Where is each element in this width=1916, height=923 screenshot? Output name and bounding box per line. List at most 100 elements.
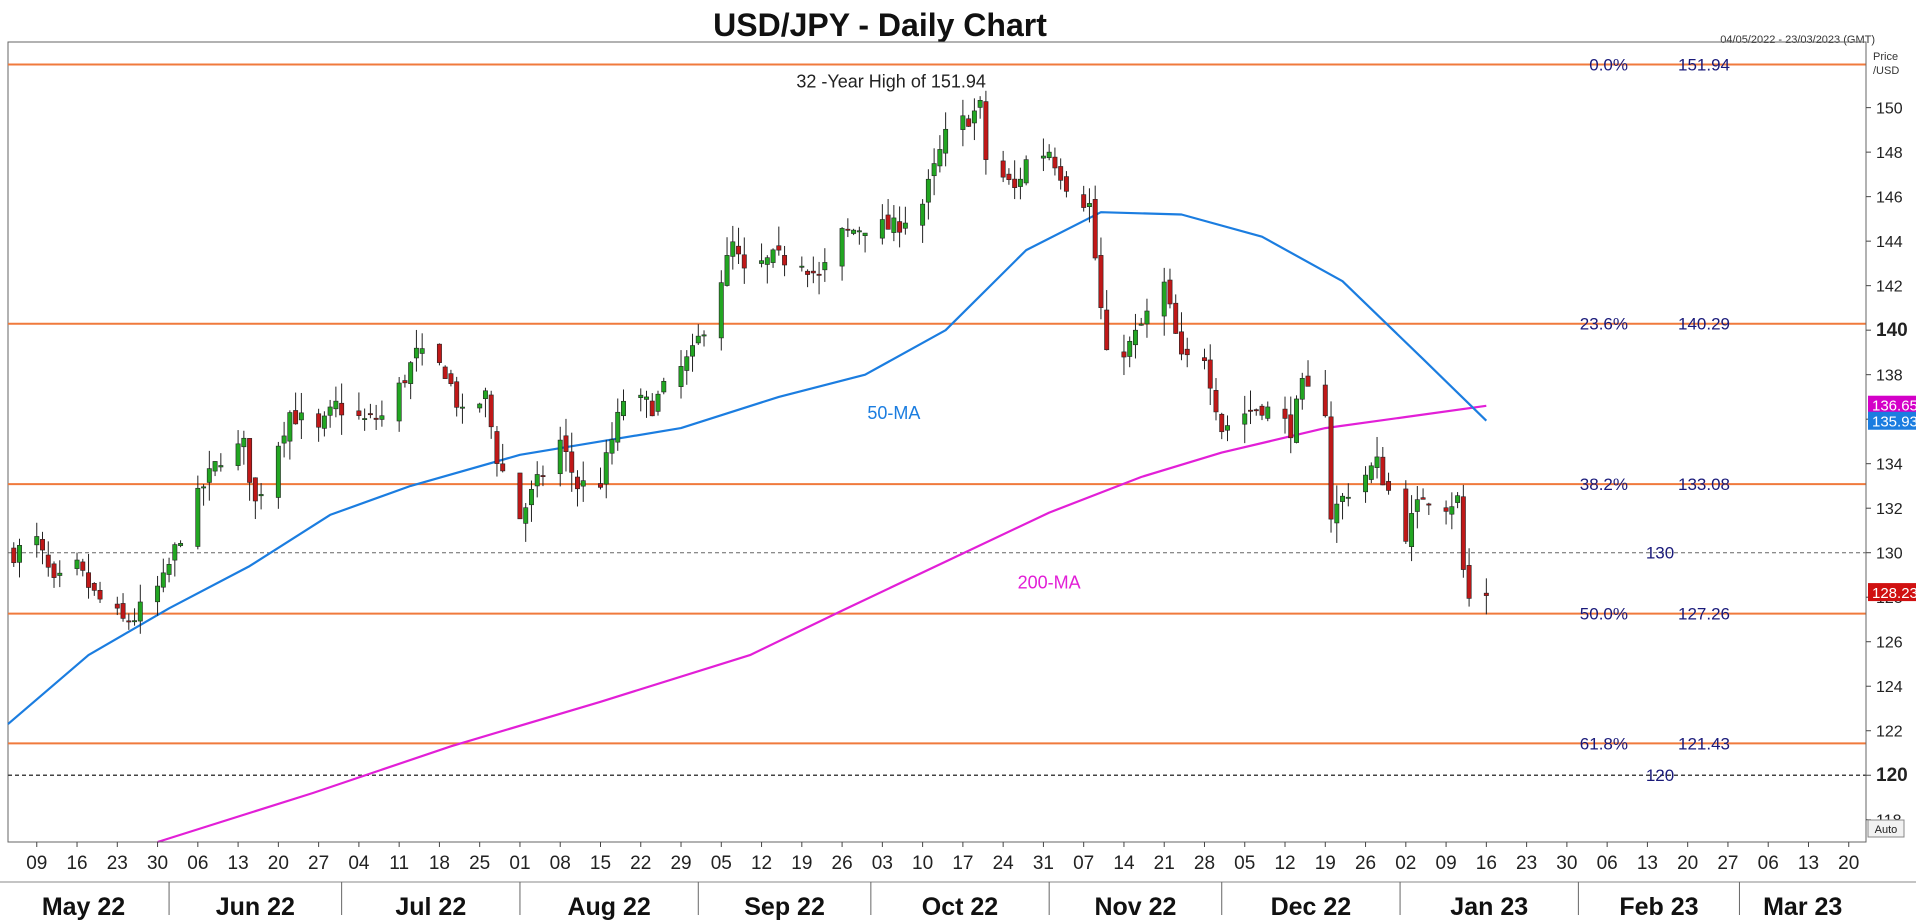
candle-down bbox=[1466, 565, 1472, 599]
candle-down bbox=[1006, 173, 1012, 180]
chart-annotation: 50-MA bbox=[867, 403, 920, 423]
candle-up bbox=[1132, 329, 1138, 346]
candle-up bbox=[1334, 503, 1340, 524]
candle-up bbox=[856, 230, 862, 233]
candle-up bbox=[379, 415, 385, 420]
fib-level-value: 140.29 bbox=[1678, 315, 1730, 334]
candle-up bbox=[1345, 496, 1351, 499]
candle-down bbox=[1167, 279, 1173, 305]
chart-title: USD/JPY - Daily Chart bbox=[713, 7, 1047, 43]
candle-up bbox=[937, 149, 943, 167]
y-tick-label: 150 bbox=[1876, 101, 1903, 118]
candle-down bbox=[1248, 409, 1253, 412]
y-tick-label: 138 bbox=[1876, 368, 1903, 385]
candle-up bbox=[327, 406, 333, 416]
axis-header-unit: /USD bbox=[1873, 65, 1899, 77]
candle-down bbox=[1000, 160, 1006, 178]
candle-up bbox=[678, 366, 684, 387]
y-tick-label: 140 bbox=[1876, 320, 1908, 341]
candle-down bbox=[1253, 409, 1259, 412]
candle-up bbox=[638, 394, 644, 398]
x-tick-label: 19 bbox=[791, 853, 812, 874]
candle-down bbox=[293, 410, 299, 425]
x-tick-label: 09 bbox=[1436, 853, 1457, 874]
candle-down bbox=[1420, 497, 1426, 500]
candle-up bbox=[298, 412, 304, 421]
chart-annotation: 32 -Year High of 151.94 bbox=[796, 71, 985, 91]
x-tick-label: 08 bbox=[550, 853, 571, 874]
x-tick-label: 30 bbox=[147, 853, 168, 874]
auto-scale-label: Auto bbox=[1875, 824, 1898, 836]
candle-down bbox=[500, 463, 506, 472]
candle-up bbox=[690, 345, 695, 357]
candle-down bbox=[1058, 166, 1064, 181]
candle-up bbox=[396, 382, 402, 422]
price-tag-box bbox=[1868, 395, 1916, 414]
candle-up bbox=[1127, 340, 1133, 357]
candle-up bbox=[258, 494, 264, 497]
candle-up bbox=[644, 396, 649, 400]
month-label: May 22 bbox=[42, 893, 125, 921]
price-tag-box bbox=[1868, 411, 1916, 430]
candle-down bbox=[1483, 592, 1489, 596]
candle-down bbox=[252, 477, 258, 502]
candle-up bbox=[362, 418, 368, 421]
candle-up bbox=[1161, 281, 1167, 317]
candle-down bbox=[402, 380, 408, 384]
candle-down bbox=[494, 431, 500, 464]
candle-down bbox=[1202, 357, 1207, 361]
plot-area bbox=[7, 41, 1867, 843]
sma50-line bbox=[7, 211, 1488, 725]
candle-up bbox=[971, 110, 977, 124]
candle-up bbox=[195, 487, 201, 547]
x-tick-label: 15 bbox=[590, 853, 611, 874]
x-tick-label: 26 bbox=[832, 853, 853, 874]
candle-up bbox=[1368, 465, 1374, 480]
candle-down bbox=[356, 410, 362, 416]
candle-down bbox=[816, 273, 822, 276]
candle-down bbox=[91, 583, 97, 591]
candle-down bbox=[488, 394, 494, 428]
x-tick-label: 24 bbox=[993, 853, 1015, 874]
candle-up bbox=[1414, 499, 1420, 512]
fib-level-value: 127.26 bbox=[1678, 605, 1730, 624]
candle-up bbox=[557, 439, 563, 475]
candle-up bbox=[730, 241, 736, 257]
candle-up bbox=[413, 347, 419, 359]
candle-up bbox=[321, 415, 327, 429]
y-tick-label: 124 bbox=[1876, 679, 1903, 696]
candle-down bbox=[885, 214, 891, 230]
dashed-level-label: 130 bbox=[1646, 544, 1674, 563]
y-tick-label: 146 bbox=[1876, 190, 1903, 207]
fib-level-value: 121.43 bbox=[1678, 734, 1730, 753]
candle-up bbox=[862, 232, 868, 237]
candle-up bbox=[839, 228, 845, 267]
month-label: Oct 22 bbox=[922, 893, 998, 921]
x-tick-label: 16 bbox=[1476, 853, 1497, 874]
candle-up bbox=[879, 219, 885, 239]
candle-down bbox=[1184, 348, 1190, 356]
x-tick-label: 13 bbox=[228, 853, 249, 874]
candle-down bbox=[1282, 408, 1288, 419]
candle-up bbox=[17, 545, 22, 563]
candle-down bbox=[51, 563, 57, 578]
candle-up bbox=[920, 203, 926, 226]
candle-up bbox=[684, 356, 690, 371]
candle-down bbox=[316, 413, 322, 428]
x-tick-label: 13 bbox=[1798, 853, 1819, 874]
candle-down bbox=[448, 373, 454, 384]
candle-down bbox=[517, 472, 523, 520]
candle-down bbox=[80, 561, 86, 571]
candle-down bbox=[1012, 178, 1018, 188]
y-tick-label: 126 bbox=[1876, 635, 1903, 652]
fib-level-value: 151.94 bbox=[1678, 55, 1730, 74]
fib-level-pct: 61.8% bbox=[1580, 734, 1628, 753]
candle-down bbox=[736, 245, 742, 255]
x-tick-label: 18 bbox=[429, 853, 450, 874]
candle-down bbox=[845, 228, 851, 231]
candle-down bbox=[120, 603, 126, 619]
candle-down bbox=[1288, 414, 1294, 439]
auto-scale-button[interactable] bbox=[1867, 819, 1905, 838]
x-tick-label: 23 bbox=[1516, 853, 1537, 874]
candle-up bbox=[655, 393, 661, 412]
